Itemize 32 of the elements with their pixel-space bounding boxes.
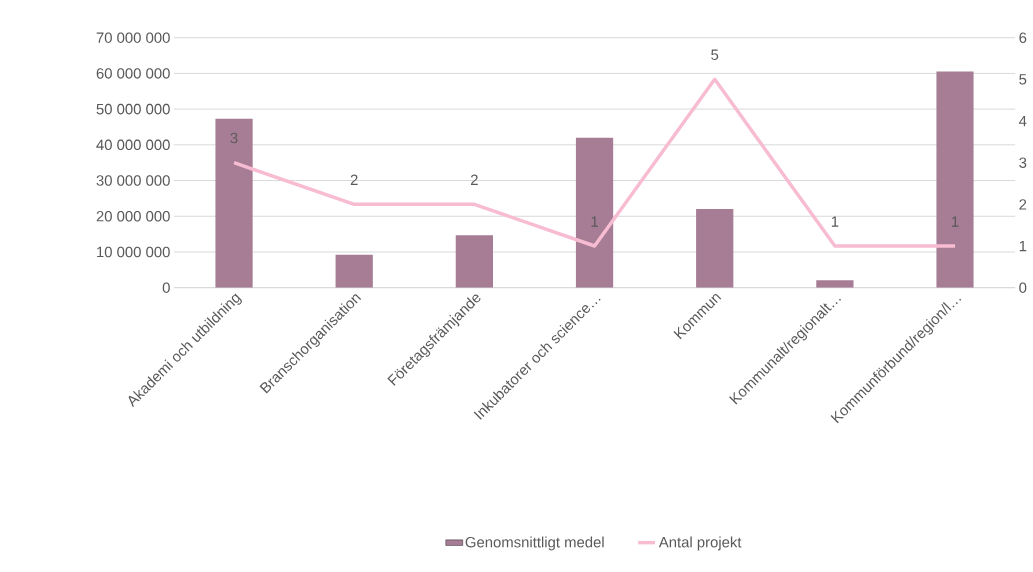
bar [455,234,493,288]
data-label: 2 [470,174,478,185]
y-tick-label: 20 000 000 [96,210,170,222]
legend-label: Genomsnittligt medel [465,536,604,551]
bar [816,279,854,288]
data-label: 2 [350,174,358,185]
data-label: 3 [230,132,238,144]
y2-tick-label: 3 [1019,157,1027,168]
bar [335,254,373,288]
bar [215,118,253,288]
bar [696,208,734,288]
y-tick-label: 30 000 000 [96,175,170,186]
line-series [232,77,957,248]
data-label: 1 [831,216,839,227]
bar [575,137,614,288]
y-tick-label: 10 000 000 [97,246,170,258]
bar [936,71,974,288]
data-label: 5 [711,49,719,60]
y2-tick-label: 6 [1019,32,1027,43]
y2-tick-label: 1 [1019,240,1027,251]
y-tick-label: 40 000 000 [96,139,170,150]
legend-label: Antal projekt [658,536,742,551]
y-tick-label: 60 000 000 [96,67,170,79]
y2-tick-label: 5 [1019,73,1027,85]
y2-tick-label: 4 [1019,115,1027,126]
y-tick-label: 0 [162,282,170,293]
data-label: 1 [591,216,598,227]
y-tick-label: 50 000 000 [96,103,170,115]
y2-tick-label: 2 [1019,198,1027,210]
y-tick-label: 70 000 000 [96,32,170,43]
data-label: 1 [952,216,959,227]
y2-tick-label: 0 [1019,282,1027,293]
